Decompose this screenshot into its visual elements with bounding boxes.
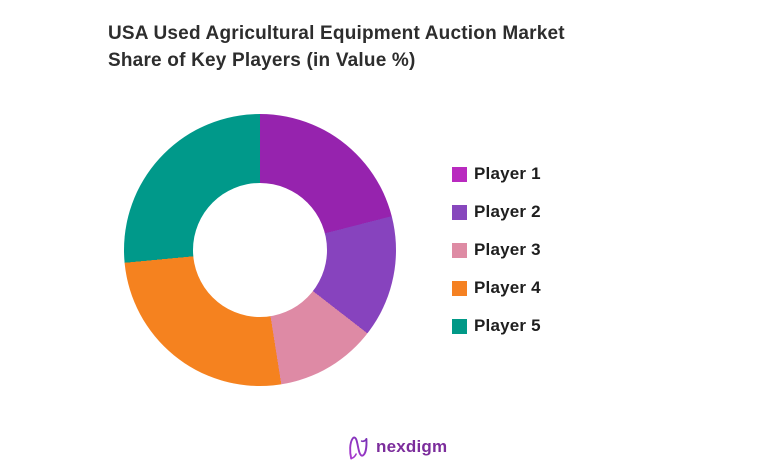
legend-label: Player 5 — [474, 316, 541, 335]
nexdigm-logo: nexdigm — [348, 434, 447, 460]
legend-label: Player 2 — [474, 202, 541, 221]
legend-item: Player 1 — [452, 164, 541, 184]
chart-title-line2: Share of Key Players (in Value %) — [108, 50, 416, 71]
legend-swatch-icon — [452, 242, 467, 258]
legend-item: Player 4 — [452, 278, 541, 298]
legend-item: Player 2 — [452, 202, 541, 222]
legend-item: Player 3 — [452, 240, 541, 260]
legend-swatch-icon — [452, 280, 467, 296]
legend-swatch-icon — [452, 204, 467, 220]
nexdigm-logo-text: nexdigm — [376, 437, 448, 456]
legend-label: Player 3 — [474, 240, 541, 259]
legend-swatch-icon — [452, 318, 467, 334]
nexdigm-n-wave-icon — [349, 436, 368, 460]
chart-title-line1: USA Used Agricultural Equipment Auction … — [108, 23, 565, 44]
donut-hole — [193, 183, 327, 317]
chart-legend: Player 1 Player 2 Player 3 Player 4 Play… — [452, 164, 541, 354]
legend-item: Player 5 — [452, 316, 541, 336]
chart-title: USA Used Agricultural Equipment Auction … — [108, 20, 708, 74]
legend-label: Player 1 — [474, 164, 541, 183]
donut-chart — [124, 114, 396, 386]
legend-swatch-icon — [452, 166, 467, 182]
legend-label: Player 4 — [474, 278, 541, 297]
